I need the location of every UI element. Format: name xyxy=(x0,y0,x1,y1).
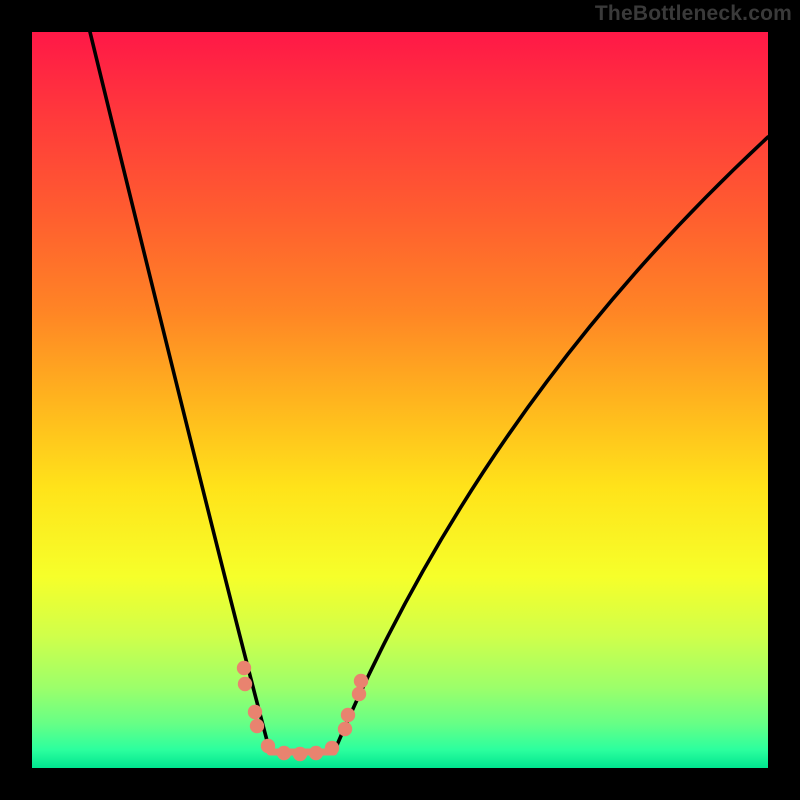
watermark-text: TheBottleneck.com xyxy=(595,2,792,26)
bead xyxy=(309,746,323,760)
curve-layer xyxy=(32,32,768,768)
bead xyxy=(277,746,291,760)
bead xyxy=(325,741,339,755)
bead xyxy=(238,677,252,691)
plot-area xyxy=(32,32,768,768)
bead xyxy=(248,705,262,719)
bead xyxy=(250,719,264,733)
chart-stage: TheBottleneck.com xyxy=(0,0,800,800)
bead xyxy=(341,708,355,722)
bead xyxy=(237,661,251,675)
bead xyxy=(261,739,275,753)
bead xyxy=(352,687,366,701)
bead xyxy=(293,747,307,761)
bead xyxy=(354,674,368,688)
bead xyxy=(338,722,352,736)
beads-group xyxy=(237,661,368,761)
bottleneck-curve xyxy=(90,32,768,752)
